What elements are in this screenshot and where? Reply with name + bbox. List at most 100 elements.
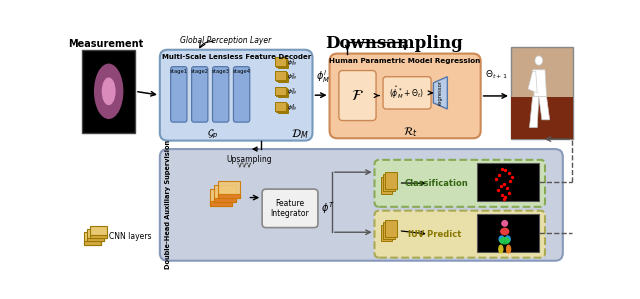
Bar <box>275 87 286 95</box>
Ellipse shape <box>505 235 511 243</box>
Point <box>493 188 503 193</box>
Bar <box>276 103 287 112</box>
Bar <box>84 242 101 245</box>
Point <box>494 173 504 177</box>
Bar <box>90 235 107 238</box>
Text: regressor: regressor <box>438 80 443 105</box>
Text: $\phi_M^1$: $\phi_M^1$ <box>287 57 297 68</box>
Point <box>500 168 511 173</box>
Text: Double-Head Auxiliary Supervision: Double-Head Auxiliary Supervision <box>164 140 171 269</box>
Bar <box>214 185 236 202</box>
Ellipse shape <box>535 56 543 65</box>
Text: Classification: Classification <box>404 179 468 188</box>
Bar <box>90 226 107 238</box>
Bar <box>210 189 232 206</box>
Bar <box>275 71 286 80</box>
Point <box>497 192 508 197</box>
Bar <box>276 88 287 96</box>
Point <box>502 186 512 190</box>
Bar <box>477 163 539 202</box>
Text: $\mathcal{F}$: $\mathcal{F}$ <box>351 88 364 103</box>
Bar <box>218 194 239 198</box>
Polygon shape <box>539 97 550 120</box>
Bar <box>84 232 101 245</box>
Text: stage4: stage4 <box>232 69 251 74</box>
Bar <box>278 104 289 113</box>
FancyBboxPatch shape <box>212 67 229 122</box>
FancyBboxPatch shape <box>171 67 187 122</box>
FancyBboxPatch shape <box>383 77 431 109</box>
Text: IUV Predict: IUV Predict <box>408 230 461 239</box>
Bar <box>87 229 104 242</box>
Text: stage2: stage2 <box>191 69 209 74</box>
Bar <box>210 202 232 206</box>
FancyBboxPatch shape <box>262 189 318 228</box>
Polygon shape <box>529 97 539 127</box>
Ellipse shape <box>499 237 510 245</box>
Text: $\phi_M^4$: $\phi_M^4$ <box>287 102 297 113</box>
Polygon shape <box>528 71 537 93</box>
Text: Global Perception Layer: Global Perception Layer <box>180 36 271 45</box>
Text: $\phi_M^2$: $\phi_M^2$ <box>287 71 297 82</box>
Text: Multi-Scale Lensless Feature Decoder: Multi-Scale Lensless Feature Decoder <box>161 54 311 60</box>
FancyBboxPatch shape <box>374 211 545 258</box>
Bar <box>511 47 573 139</box>
Bar <box>383 175 395 191</box>
Text: Downsampling: Downsampling <box>325 35 463 52</box>
Text: CNN layers: CNN layers <box>109 232 151 241</box>
Bar <box>276 59 287 67</box>
FancyBboxPatch shape <box>339 71 376 120</box>
Bar <box>218 181 239 198</box>
Ellipse shape <box>499 235 505 243</box>
FancyBboxPatch shape <box>330 54 481 138</box>
Text: Measurement: Measurement <box>68 39 143 48</box>
FancyBboxPatch shape <box>160 149 563 261</box>
Bar <box>511 97 573 139</box>
Bar <box>275 102 286 111</box>
FancyBboxPatch shape <box>374 160 545 207</box>
Bar <box>83 50 135 133</box>
FancyBboxPatch shape <box>234 67 250 122</box>
Polygon shape <box>532 70 547 97</box>
Bar <box>278 89 289 97</box>
Ellipse shape <box>102 77 116 105</box>
Bar <box>87 238 104 242</box>
Point <box>505 179 515 184</box>
Bar <box>477 214 539 252</box>
Bar <box>381 177 392 194</box>
Bar <box>383 222 395 239</box>
Text: $\mathcal{R}_t$: $\mathcal{R}_t$ <box>403 125 419 139</box>
Text: $\phi_M^3$: $\phi_M^3$ <box>287 87 297 97</box>
Bar <box>385 172 397 189</box>
Text: $\mathcal{G}_p$: $\mathcal{G}_p$ <box>207 128 218 141</box>
Point <box>499 181 509 186</box>
Bar <box>385 220 397 237</box>
Text: Upsampling: Upsampling <box>226 155 272 164</box>
Ellipse shape <box>498 245 504 254</box>
Ellipse shape <box>506 245 511 254</box>
FancyBboxPatch shape <box>160 50 312 141</box>
Text: $(\hat{\phi}_M^* + \Theta_t)$: $(\hat{\phi}_M^* + \Theta_t)$ <box>389 84 425 101</box>
Point <box>491 177 501 181</box>
Point <box>504 170 514 175</box>
Polygon shape <box>433 77 447 109</box>
Text: $\phi_M^l$: $\phi_M^l$ <box>316 68 330 85</box>
Point <box>499 197 509 202</box>
Bar <box>276 72 287 81</box>
Bar <box>214 198 236 202</box>
Text: $\Theta_{t+1}$: $\Theta_{t+1}$ <box>484 69 508 81</box>
Ellipse shape <box>500 228 509 235</box>
FancyBboxPatch shape <box>191 67 208 122</box>
Text: stage3: stage3 <box>212 69 230 74</box>
Text: stage1: stage1 <box>170 69 188 74</box>
Text: Human Parametric Model Regression: Human Parametric Model Regression <box>330 58 481 64</box>
Point <box>504 190 514 195</box>
Point <box>496 184 506 188</box>
Text: $\mathcal{D}_M$: $\mathcal{D}_M$ <box>291 128 309 141</box>
Bar <box>275 57 286 66</box>
Bar <box>381 225 392 242</box>
Bar <box>278 60 289 68</box>
Text: $\phi^T$: $\phi^T$ <box>321 200 335 216</box>
Bar <box>278 74 289 82</box>
Point <box>506 175 516 179</box>
